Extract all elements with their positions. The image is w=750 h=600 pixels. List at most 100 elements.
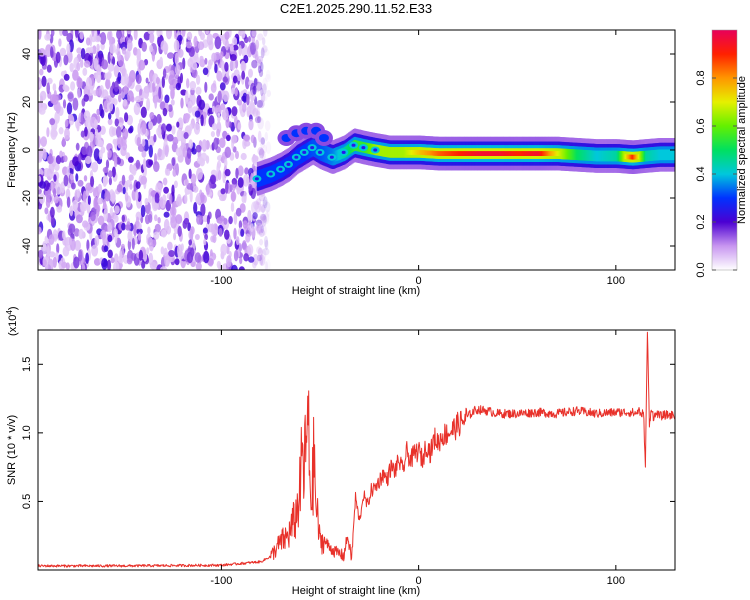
noise-speckle [259, 213, 267, 221]
ridge-cell [558, 151, 561, 157]
noise-speckle [73, 228, 80, 237]
ridge-cell [501, 151, 504, 156]
ridge-cell [563, 151, 566, 157]
noise-speckle [190, 247, 195, 258]
noise-speckle [64, 127, 70, 140]
noise-speckle [258, 254, 266, 266]
noise-speckle [170, 215, 178, 229]
noise-speckle [263, 30, 268, 37]
ridge-cell [456, 151, 460, 156]
noise-speckle [260, 61, 264, 72]
ridge-cell [635, 154, 638, 160]
ridge-cell [562, 151, 565, 157]
ridge-cell [588, 153, 591, 158]
ridge-cell [523, 151, 526, 156]
ridge-cell [617, 153, 620, 159]
noise-speckle [151, 49, 156, 62]
snr-scale-factor: (x104) [5, 306, 19, 336]
noise-speckle [141, 41, 147, 52]
ridge-bead-core [302, 150, 307, 154]
noise-speckle [203, 250, 210, 264]
noise-speckle [104, 190, 111, 202]
ridge-cell [526, 151, 529, 156]
noise-speckle [54, 182, 62, 195]
noise-speckle [235, 167, 239, 179]
noise-speckle [83, 94, 89, 102]
snr-x-axis-label: Height of straight line (km) [292, 585, 420, 597]
ridge-cell [471, 151, 474, 156]
noise-speckle [187, 101, 193, 114]
noise-speckle [252, 253, 259, 266]
ridge-cell [406, 150, 409, 155]
noise-speckle [171, 201, 175, 215]
noise-speckle [252, 212, 258, 220]
spectrogram-panel: -100 0 100 -40 -20 0 20 40 Height of straight … [6, 29, 676, 297]
spectrogram-x-axis-label: Height of straight line (km) [292, 285, 420, 297]
ridge-cell [284, 164, 287, 170]
noise-speckle [229, 45, 234, 52]
noise-speckle [159, 196, 163, 208]
noise-speckle [226, 244, 230, 255]
ridge-bead-core [310, 146, 315, 150]
noise-speckle [168, 250, 176, 257]
noise-speckle [107, 63, 115, 72]
noise-speckle [224, 168, 231, 177]
ridge-cell [337, 152, 340, 158]
ridge-cell [487, 151, 490, 156]
colorbar-tick-label: 0.4 [695, 166, 707, 181]
ridge-cell [410, 150, 413, 155]
noise-speckle [76, 188, 81, 198]
noise-speckle [117, 51, 121, 62]
ridge-cell [564, 151, 567, 157]
y-tick-label: 0 [21, 147, 33, 153]
noise-speckle [200, 152, 208, 162]
noise-speckle [107, 118, 113, 126]
ridge-cell [627, 154, 630, 160]
ridge-cell [262, 174, 265, 180]
ridge-cell [474, 151, 477, 156]
noise-speckle [264, 261, 268, 270]
ridge-cell [264, 173, 267, 179]
noise-speckle [249, 223, 254, 233]
ridge-cell [478, 151, 481, 156]
noise-speckle [185, 41, 193, 49]
ridge-cell [432, 150, 435, 156]
noise-speckle [111, 166, 116, 178]
ridge-cell [368, 146, 371, 151]
ridge-cell [640, 154, 643, 159]
ridge-cell [598, 153, 602, 159]
ridge-cell [570, 152, 573, 157]
noise-speckle [85, 37, 91, 46]
ridge-cell [601, 153, 604, 159]
noise-speckle [63, 155, 68, 163]
noise-speckle [265, 74, 271, 82]
noise-speckle [262, 247, 270, 256]
noise-speckle [247, 209, 252, 222]
noise-speckle [126, 258, 133, 265]
noise-speckle [60, 181, 65, 194]
noise-speckle [184, 179, 189, 186]
noise-speckle [162, 107, 168, 117]
ridge-cell [491, 151, 494, 156]
noise-speckle [68, 237, 73, 246]
ridge-cell [658, 152, 661, 158]
noise-speckle [149, 261, 157, 270]
noise-speckle [188, 239, 192, 246]
noise-speckle [104, 72, 108, 80]
ridge-cell [420, 150, 423, 155]
noise-speckle [98, 149, 103, 160]
noise-speckle [243, 140, 251, 147]
noise-speckle [82, 190, 87, 204]
ridge-cell [527, 151, 531, 156]
noise-speckle [219, 82, 226, 91]
ridge-cell [549, 151, 552, 156]
noise-speckle [122, 128, 129, 140]
ridge-cell [385, 149, 389, 155]
ridge-cell [619, 153, 622, 159]
ridge-cell [480, 151, 483, 156]
colorbar-ticks: 0.0 0.2 0.4 0.6 0.8 [695, 70, 737, 278]
noise-speckle [258, 149, 265, 157]
ridge-cell [446, 151, 449, 156]
noise-speckle [68, 113, 74, 121]
noise-speckle [38, 107, 46, 115]
